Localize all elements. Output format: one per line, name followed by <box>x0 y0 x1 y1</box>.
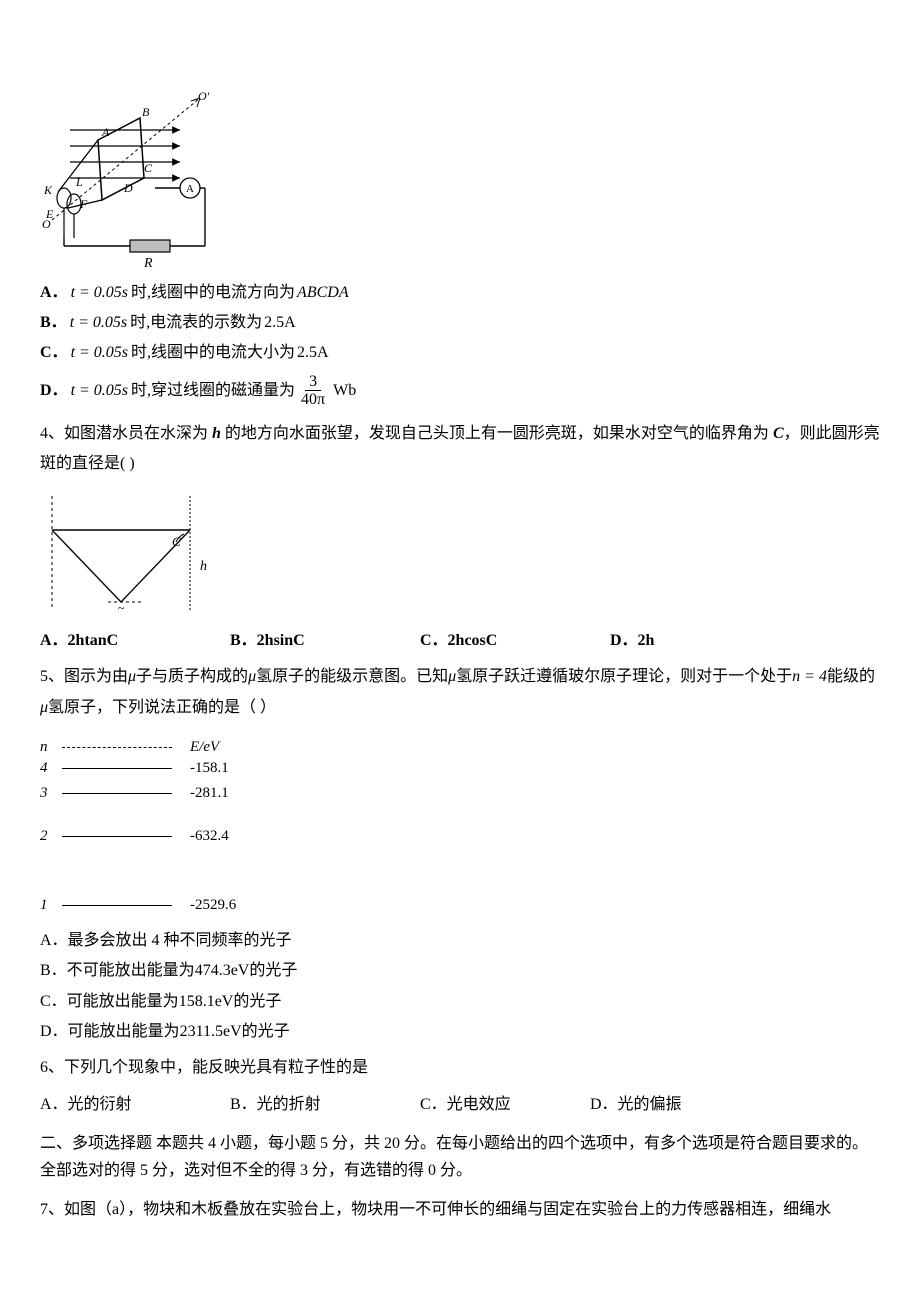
q4-figure: h C ~ <box>40 490 880 620</box>
q3-opt-b: B． t = 0.05s 时,电流表的示数为 2.5A <box>40 312 880 334</box>
q5-opt-a: A．最多会放出 4 种不同频率的光子 <box>40 930 880 952</box>
svg-text:h: h <box>200 559 207 574</box>
svg-text:A: A <box>186 183 194 195</box>
q5-energy-diagram: n E/eV 4-158.13-281.12-632.41-2529.6 <box>40 737 880 916</box>
q7-stem: 7、如图（a），物块和木板叠放在实验台上，物块用一不可伸长的细绳与固定在实验台上… <box>40 1195 880 1225</box>
q5-opt-b: B．不可能放出能量为474.3eV 的光子 <box>40 960 880 982</box>
svg-text:O: O <box>42 217 51 231</box>
svg-text:C: C <box>144 161 153 175</box>
section-2-header: 二、多项选择题 本题共 4 小题，每小题 5 分，共 20 分。在每小题给出的四… <box>40 1130 880 1184</box>
q4-options: A．2htanC B．2hsinC C．2hcosC D．2h <box>40 630 880 652</box>
q5-stem: 5、图示为由μ子与质子构成的μ氢原子的能级示意图。已知μ氢原子跃迁遵循玻尔原子理… <box>40 662 880 723</box>
svg-text:A: A <box>101 125 110 139</box>
svg-text:K: K <box>43 183 53 197</box>
q4-opt-c: C．2hcosC <box>420 630 610 652</box>
q6-opt-c: C．光电效应 <box>420 1094 590 1116</box>
q6-opt-a: A．光的衍射 <box>40 1094 230 1116</box>
svg-text:O′: O′ <box>198 89 210 103</box>
q6-opt-d: D．光的偏振 <box>590 1094 740 1116</box>
svg-text:B: B <box>142 105 150 119</box>
q5-opt-d: D．可能放出能量为2311.5eV 的光子 <box>40 1021 880 1043</box>
q3-opt-a: A． t = 0.05s 时,线圈中的电流方向为 ABCDA <box>40 282 880 304</box>
energy-level-row: 1-2529.6 <box>40 895 880 916</box>
q4-opt-b: B．2hsinC <box>230 630 420 652</box>
resistor-label: R <box>144 254 880 274</box>
svg-text:D: D <box>123 181 133 195</box>
svg-text:F: F <box>79 197 88 211</box>
q3-opt-c: C． t = 0.05s 时,线圈中的电流大小为 2.5A <box>40 342 880 364</box>
q3-d-fraction: 3 40π <box>297 373 329 409</box>
q5-opt-c: C．可能放出能量为158.1eV 的光子 <box>40 991 880 1013</box>
q6-options: A．光的衍射 B．光的折射 C．光电效应 D．光的偏振 <box>40 1094 880 1116</box>
svg-text:L: L <box>75 175 83 189</box>
energy-level-row: 4-158.1 <box>40 758 880 779</box>
q3-figure: A B C D E F K L O O′ A R <box>40 88 880 274</box>
energy-level-row: 3-281.1 <box>40 783 880 804</box>
q4-opt-a: A．2htanC <box>40 630 230 652</box>
svg-text:~: ~ <box>118 601 125 615</box>
q4-stem: 4、如图潜水员在水深为 h 的地方向水面张望，发现自己头顶上有一圆形亮斑，如果水… <box>40 419 880 480</box>
q3-opt-d: D． t = 0.05s 时,穿过线圈的磁通量为 3 40π Wb <box>40 373 880 409</box>
q4-opt-d: D．2h <box>610 630 760 652</box>
q6-stem: 6、下列几个现象中，能反映光具有粒子性的是 <box>40 1053 880 1083</box>
energy-level-row: 2-632.4 <box>40 826 880 847</box>
q3-circuit-svg: A B C D E F K L O O′ A <box>40 88 230 258</box>
q6-opt-b: B．光的折射 <box>230 1094 420 1116</box>
